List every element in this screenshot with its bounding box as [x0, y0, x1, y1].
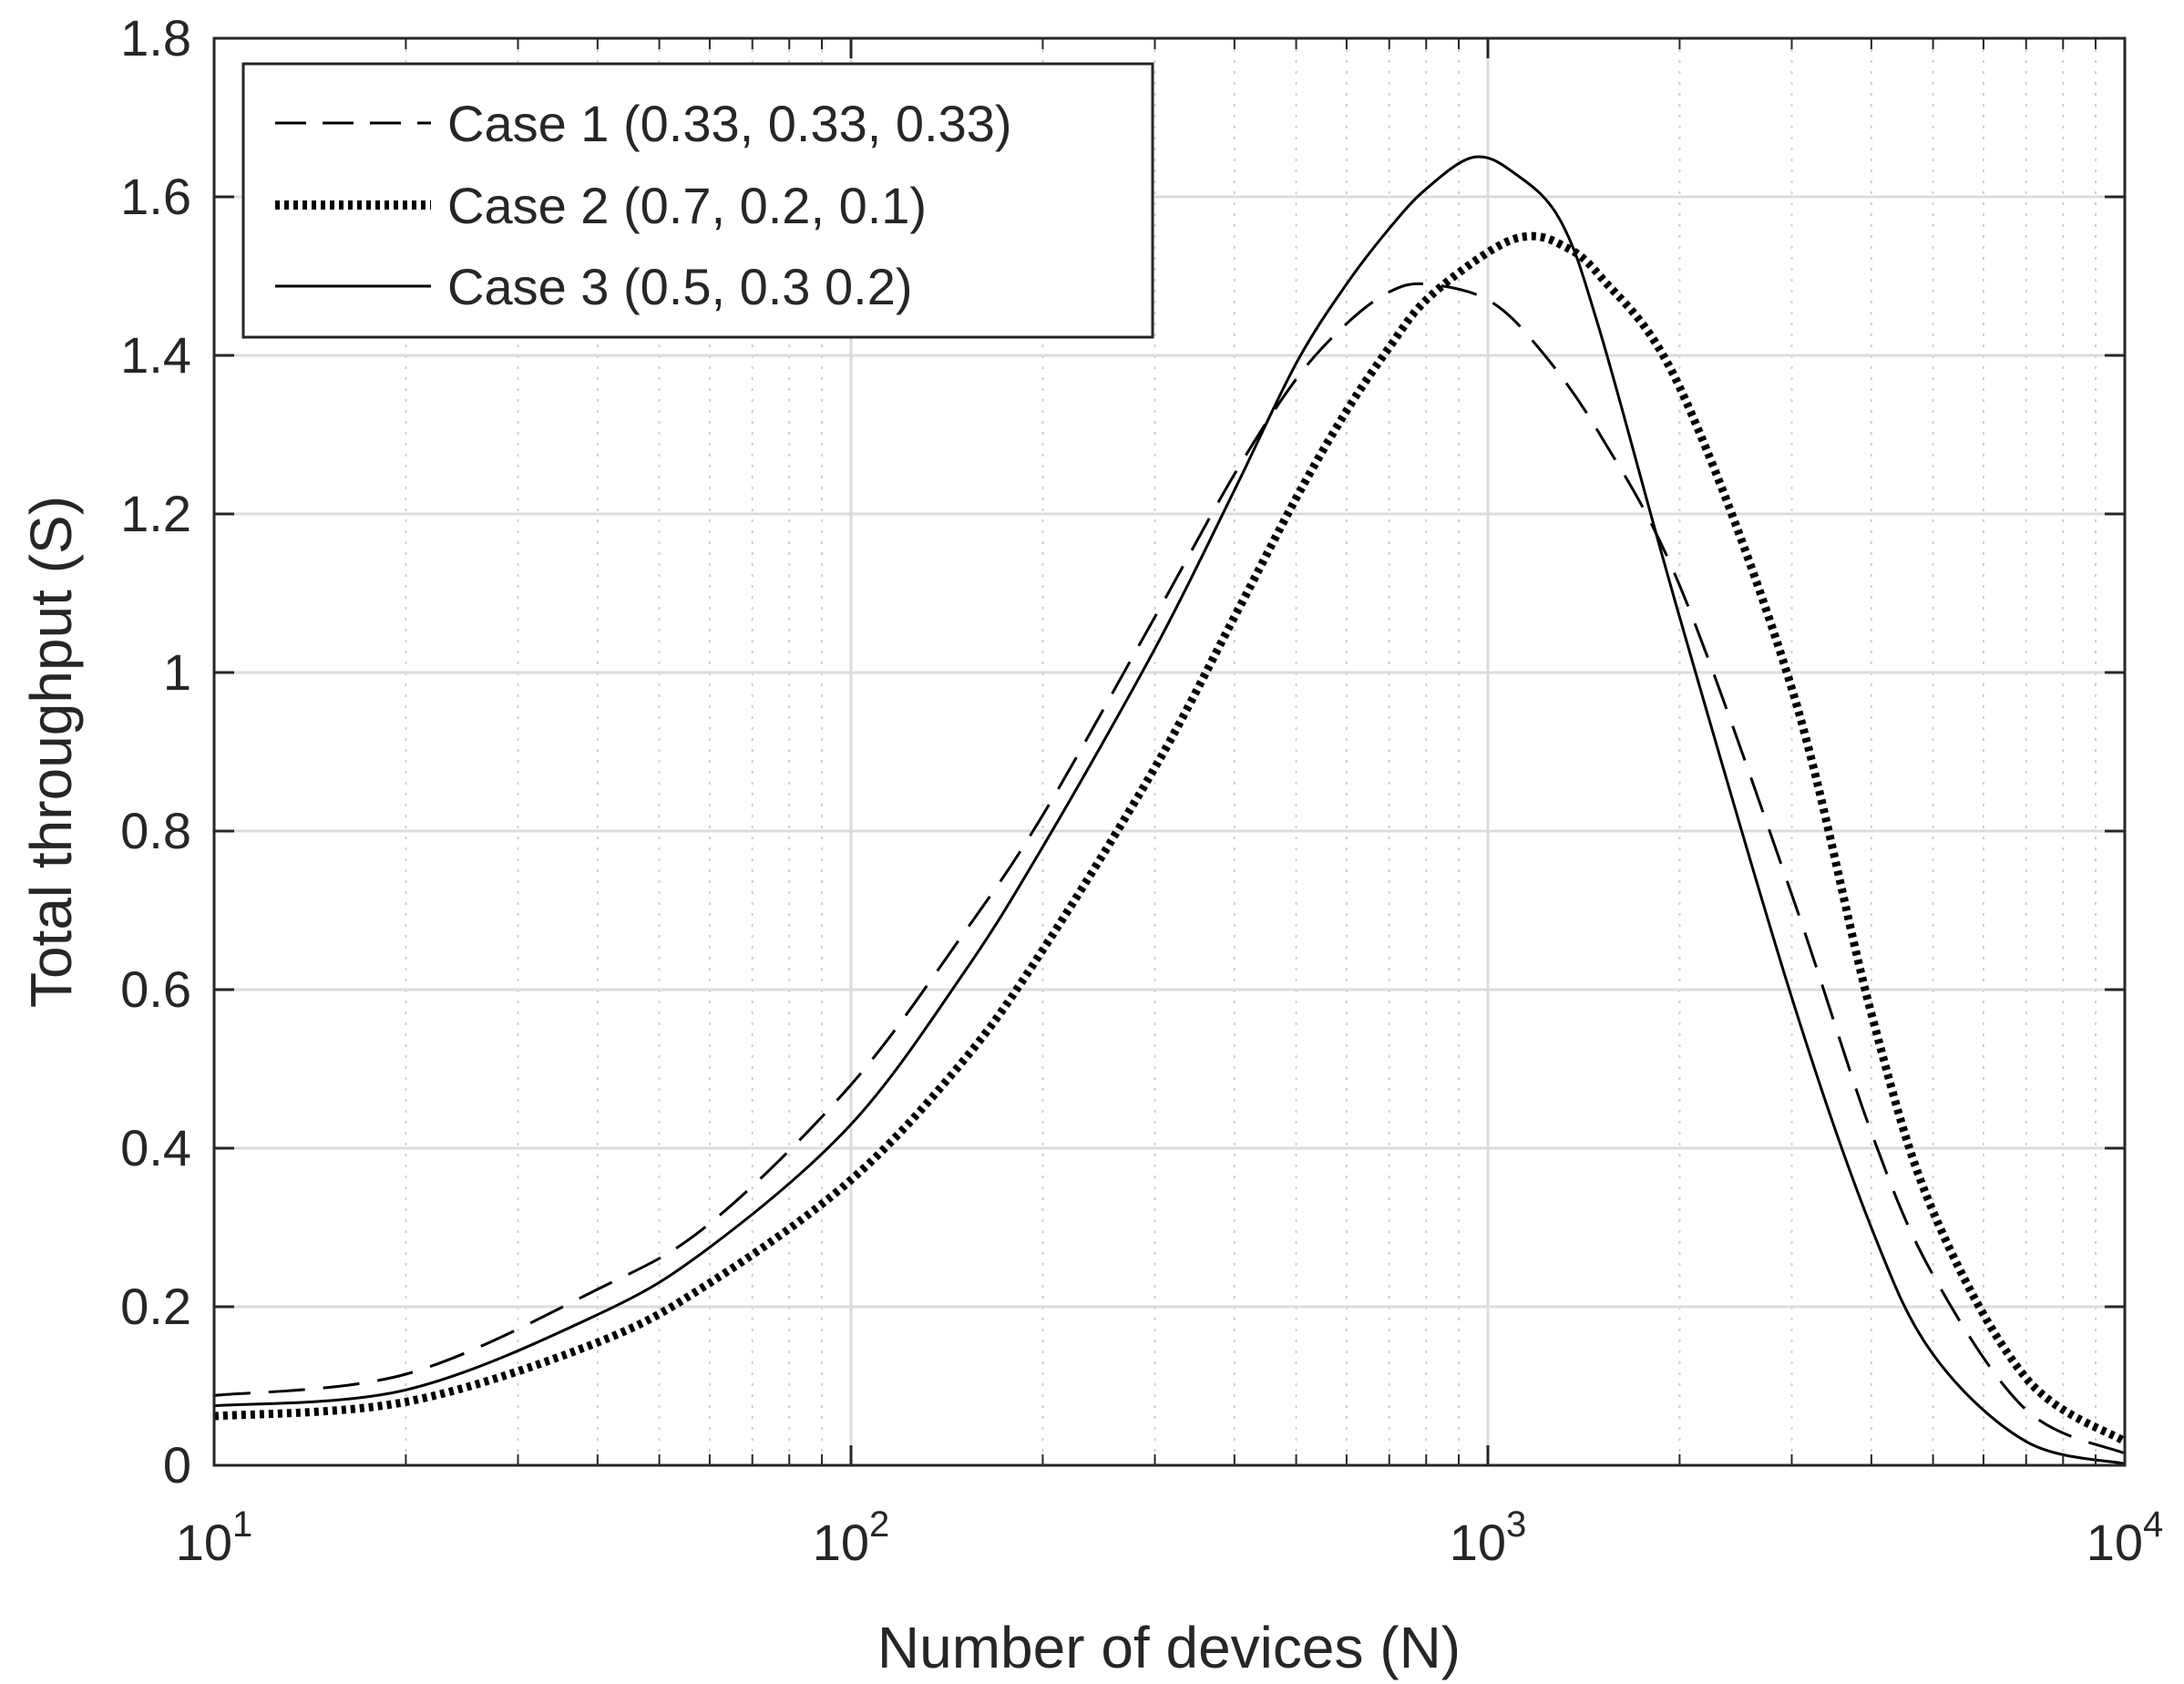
x-tick-labels: 101 102 103 104 [176, 1504, 2164, 1571]
y-tick-label: 1 [163, 643, 191, 701]
series-line-case-2 [213, 231, 2128, 1445]
series-line-case-1 [213, 282, 2126, 1455]
plot-frame [212, 36, 2127, 1467]
x-tick-label: 102 [813, 1504, 890, 1571]
series-layer [213, 155, 2128, 1465]
axis-ticks [212, 36, 2127, 1467]
minor-grid [405, 38, 2097, 1465]
x-axis-title: Number of devices (N) [877, 1615, 1461, 1680]
y-tick-label: 1.2 [120, 485, 191, 542]
y-tick-label: 0.6 [120, 960, 191, 1018]
y-tick-label: 1.4 [120, 326, 191, 384]
y-axis-title: Total throughput (S) [18, 496, 84, 1008]
legend-label-case-1: Case 1 (0.33, 0.33, 0.33) [447, 95, 1012, 152]
legend-label-case-3: Case 3 (0.5, 0.3 0.2) [447, 258, 913, 315]
x-tick-label: 103 [1450, 1504, 1527, 1571]
legend: Case 1 (0.33, 0.33, 0.33) Case 2 (0.7, 0… [241, 62, 1154, 339]
series-line-case-3 [213, 155, 2126, 1465]
y-tick-label: 1.6 [120, 168, 191, 225]
legend-label-case-2: Case 2 (0.7, 0.2, 0.1) [447, 177, 927, 234]
y-tick-label: 0.4 [120, 1119, 191, 1176]
x-tick-label: 101 [176, 1504, 253, 1571]
y-tick-label: 0.8 [120, 802, 191, 859]
y-tick-label: 1.8 [120, 9, 191, 67]
y-tick-labels: 0 0.2 0.4 0.6 0.8 1 1.2 1.4 1.6 1.8 [120, 9, 191, 1494]
y-tick-label: 0 [163, 1436, 191, 1494]
x-tick-label: 104 [2087, 1504, 2164, 1571]
y-tick-label: 0.2 [120, 1278, 191, 1335]
